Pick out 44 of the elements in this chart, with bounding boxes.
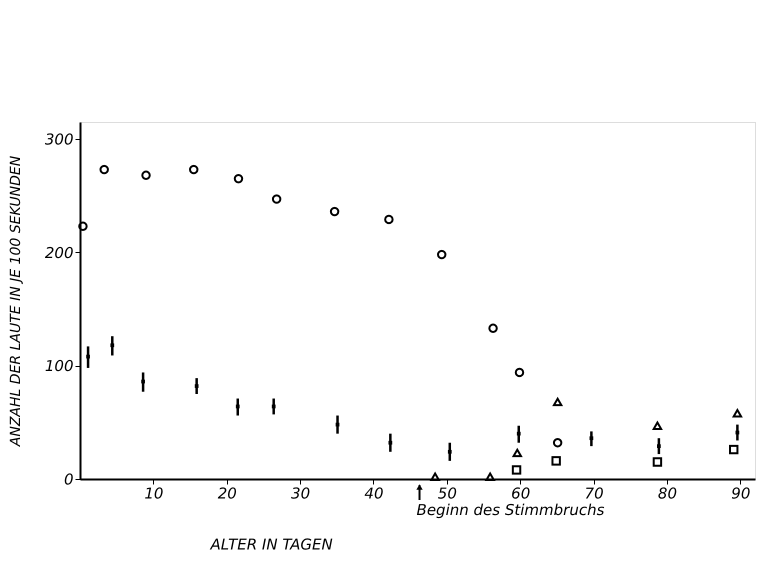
y-tick-label: 100 — [44, 357, 74, 376]
x-tick-label: 60 — [511, 484, 530, 502]
point — [552, 438, 562, 448]
point — [485, 472, 495, 481]
y-axis-title: ANZAHL DER LAUTE IN JE 100 SEKUNDEN — [8, 155, 24, 448]
point — [78, 222, 88, 231]
point — [652, 422, 662, 430]
point — [234, 174, 244, 184]
y-tick-label: 0 — [64, 470, 74, 488]
point — [514, 368, 524, 378]
point — [652, 457, 662, 467]
point — [437, 250, 446, 260]
x-axis-title: ALTER IN TAGEN — [210, 536, 333, 554]
x-tick-label: 10 — [144, 484, 164, 502]
x-tick-label: 90 — [731, 484, 750, 502]
point — [729, 444, 738, 454]
point — [512, 465, 522, 475]
x-tick-label: 30 — [291, 484, 310, 502]
point — [141, 380, 145, 384]
point — [736, 430, 740, 434]
x-tick-label: 50 — [438, 484, 457, 502]
y-tick-label: 300 — [44, 130, 74, 148]
point — [189, 164, 198, 174]
point — [384, 214, 394, 224]
point — [512, 448, 522, 458]
x-tick-label: 20 — [218, 484, 237, 502]
point — [552, 398, 562, 406]
x-tick-label: 40 — [364, 484, 384, 502]
point — [330, 206, 340, 216]
point — [590, 436, 594, 440]
point — [430, 472, 440, 481]
y-tick-label: 200 — [44, 244, 74, 262]
x-tick-label: 80 — [658, 484, 678, 502]
point — [657, 444, 661, 448]
point — [272, 194, 282, 204]
point — [488, 324, 498, 333]
point — [141, 170, 151, 180]
point — [86, 354, 90, 358]
point — [732, 409, 742, 418]
text: Beginn des Stimmbruchs — [416, 501, 605, 519]
x-tick-label: 70 — [584, 484, 604, 502]
point — [336, 422, 340, 426]
point — [100, 164, 109, 174]
point — [551, 456, 561, 466]
